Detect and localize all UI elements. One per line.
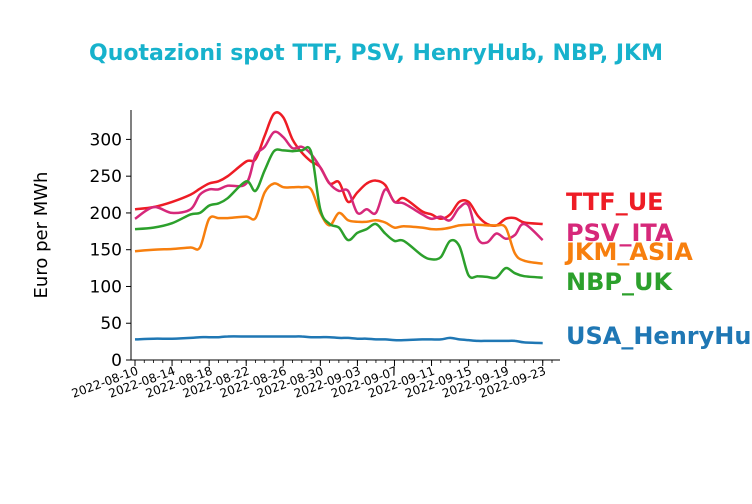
series-label-nbp-uk: NBP_UK xyxy=(566,268,673,296)
series-line-psv-ita xyxy=(134,130,544,245)
y-tick-label: 200 xyxy=(90,204,122,224)
plot-area: 0 50 100 150 200 250 300 2022-08-102022-08-142… xyxy=(70,110,752,401)
series-line-ttf-ue xyxy=(134,111,543,228)
y-tick-label: 300 xyxy=(90,130,122,150)
series-line-jkm-asia xyxy=(134,182,543,265)
series-label-psv-ita: PSV_ITA xyxy=(566,219,674,247)
x-axis: 2022-08-102022-08-142022-08-182022-08-22… xyxy=(70,359,560,401)
series-line-usa-henryhub xyxy=(134,335,543,345)
series-label-ttf-ue: TTF_UE xyxy=(566,188,664,216)
y-tick-label: 150 xyxy=(90,241,122,261)
chart-title: Quotazioni spot TTF, PSV, HenryHub, NBP,… xyxy=(89,41,663,66)
series-label-jkm-asia: JKM_ASIA xyxy=(564,238,693,266)
y-tick-label: 50 xyxy=(100,314,122,334)
y-axis: 0 50 100 150 200 250 300 xyxy=(90,110,132,371)
series-line-nbp-uk xyxy=(134,145,543,280)
y-axis-label: Euro per MWh xyxy=(31,172,52,299)
y-tick-label: 0 xyxy=(111,351,122,371)
y-tick-label: 250 xyxy=(90,167,122,187)
series-lines xyxy=(134,111,544,345)
y-tick-label: 100 xyxy=(90,277,122,297)
series-label-usa-henryhub: USA_HenryHub xyxy=(566,322,752,350)
